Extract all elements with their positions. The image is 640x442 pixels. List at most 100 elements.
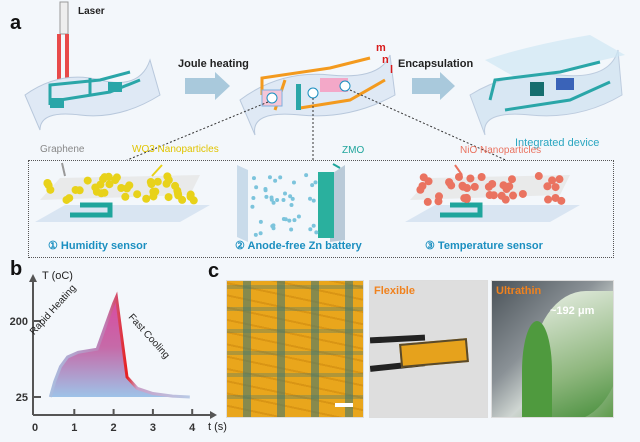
- ultrathin-caption: Ultrathin: [496, 285, 542, 297]
- wo3-particle: [121, 192, 130, 201]
- zmo-arrow: [332, 163, 341, 169]
- ion-particle: [271, 200, 276, 205]
- photo-ultrathin: Ultrathin ~192 μm: [491, 280, 614, 418]
- x-tick-label: 4: [189, 422, 196, 434]
- wo3-particle: [142, 194, 151, 203]
- wo3-arrow: [151, 164, 163, 177]
- nio-particle: [551, 183, 560, 192]
- ion-particle: [273, 178, 278, 183]
- ion-particle: [278, 175, 283, 180]
- y-tick-label: 25: [16, 392, 28, 404]
- ion-particle: [281, 216, 286, 221]
- zn-battery-caption: ② Anode-free Zn battery: [235, 240, 362, 252]
- ion-particle: [263, 187, 268, 192]
- ion-particle: [287, 218, 292, 223]
- ion-particle: [269, 195, 274, 200]
- leaf-front: [522, 321, 552, 417]
- substrate-device-1: [24, 58, 161, 131]
- laser-beam: [57, 1, 69, 104]
- wo3-particle: [149, 187, 158, 196]
- joule-heating-label: Joule heating: [178, 58, 249, 70]
- ion-particle: [258, 231, 263, 236]
- ion-particle: [289, 227, 294, 232]
- nio-particle: [499, 181, 508, 190]
- ion-particle: [275, 198, 280, 203]
- wo3-particle: [65, 194, 74, 203]
- graphene-arrow: [61, 162, 66, 177]
- wo3-particle: [171, 181, 180, 190]
- wo3-particle: [83, 176, 92, 185]
- nio-particle: [477, 173, 486, 182]
- temperature-curve: [48, 291, 190, 399]
- nio-particle: [434, 197, 443, 206]
- arrow-joule-heating: [185, 72, 230, 100]
- wo3-particle: [71, 185, 80, 194]
- ion-particle: [254, 185, 259, 190]
- scale-bar: [335, 403, 353, 407]
- laser-label: Laser: [78, 6, 105, 17]
- humidity-sensor-caption: ① Humidity sensor: [48, 240, 148, 252]
- arrow-encapsulation: [412, 72, 455, 100]
- wo3-particle: [133, 190, 142, 199]
- ion-particle: [296, 214, 301, 219]
- wo3-particle: [117, 184, 126, 193]
- wo3-particle: [164, 193, 173, 202]
- x-tick-label: 0: [32, 422, 38, 434]
- flexible-device: [399, 338, 469, 368]
- panel-c-label: c: [208, 260, 220, 282]
- panel-b-label: b: [10, 258, 23, 280]
- nio-particle: [423, 197, 432, 206]
- electrode-l: l: [390, 64, 394, 76]
- zmo-label: ZMO: [342, 145, 365, 156]
- ion-particle: [267, 175, 272, 180]
- ion-particle: [314, 230, 319, 235]
- ion-particle: [290, 196, 295, 201]
- photo-flexible: Flexible: [369, 280, 488, 418]
- x-axis-arrow: [210, 411, 217, 419]
- ion-particle: [292, 218, 297, 223]
- ion-particle: [289, 203, 294, 208]
- nio-particle: [462, 184, 471, 193]
- x-tick-label: 3: [150, 422, 156, 434]
- y-axis-arrow: [29, 274, 37, 282]
- temperature-chart: 0 1 2 3 4 25 200: [10, 274, 217, 434]
- thickness-label: ~192 μm: [550, 305, 595, 317]
- nio-particle: [543, 182, 552, 191]
- x-axis-label: t (s): [208, 421, 227, 433]
- integrated-device-label: Integrated device: [515, 137, 600, 149]
- wo3-particle: [186, 190, 195, 199]
- ion-particle: [311, 198, 316, 203]
- y-tick-label: 200: [10, 316, 28, 328]
- ion-particle: [308, 196, 313, 201]
- nio-particle: [534, 172, 543, 181]
- flexible-caption: Flexible: [374, 285, 415, 297]
- x-tick-label: 2: [111, 422, 117, 434]
- ion-particle: [304, 173, 309, 178]
- integrated-device: [469, 35, 625, 136]
- nio-particle: [470, 182, 479, 191]
- ion-particle: [258, 219, 263, 224]
- nio-particle: [418, 181, 427, 190]
- nio-particle: [462, 195, 471, 204]
- nio-particle: [419, 173, 428, 182]
- ion-particle: [291, 180, 296, 185]
- nio-particle: [509, 191, 518, 200]
- ion-particle: [313, 180, 318, 185]
- wo3-particle: [147, 180, 156, 189]
- nio-particle: [485, 191, 494, 200]
- y-axis-label: T (oC): [42, 270, 73, 282]
- wo3-particle: [43, 179, 52, 188]
- ion-particle: [251, 176, 256, 181]
- temperature-area: [50, 297, 190, 397]
- ion-particle: [253, 232, 258, 237]
- wo3-particle: [46, 185, 55, 194]
- humidity-sensor-illustration: [35, 172, 210, 222]
- nio-particle: [501, 195, 510, 204]
- x-tick-label: 1: [71, 422, 77, 434]
- wo3-particle: [153, 177, 162, 186]
- ion-particle: [271, 226, 276, 231]
- wo3-particle: [125, 181, 134, 190]
- nio-particle: [518, 189, 527, 198]
- wo3-particle: [97, 189, 106, 198]
- photo-array: [226, 280, 364, 418]
